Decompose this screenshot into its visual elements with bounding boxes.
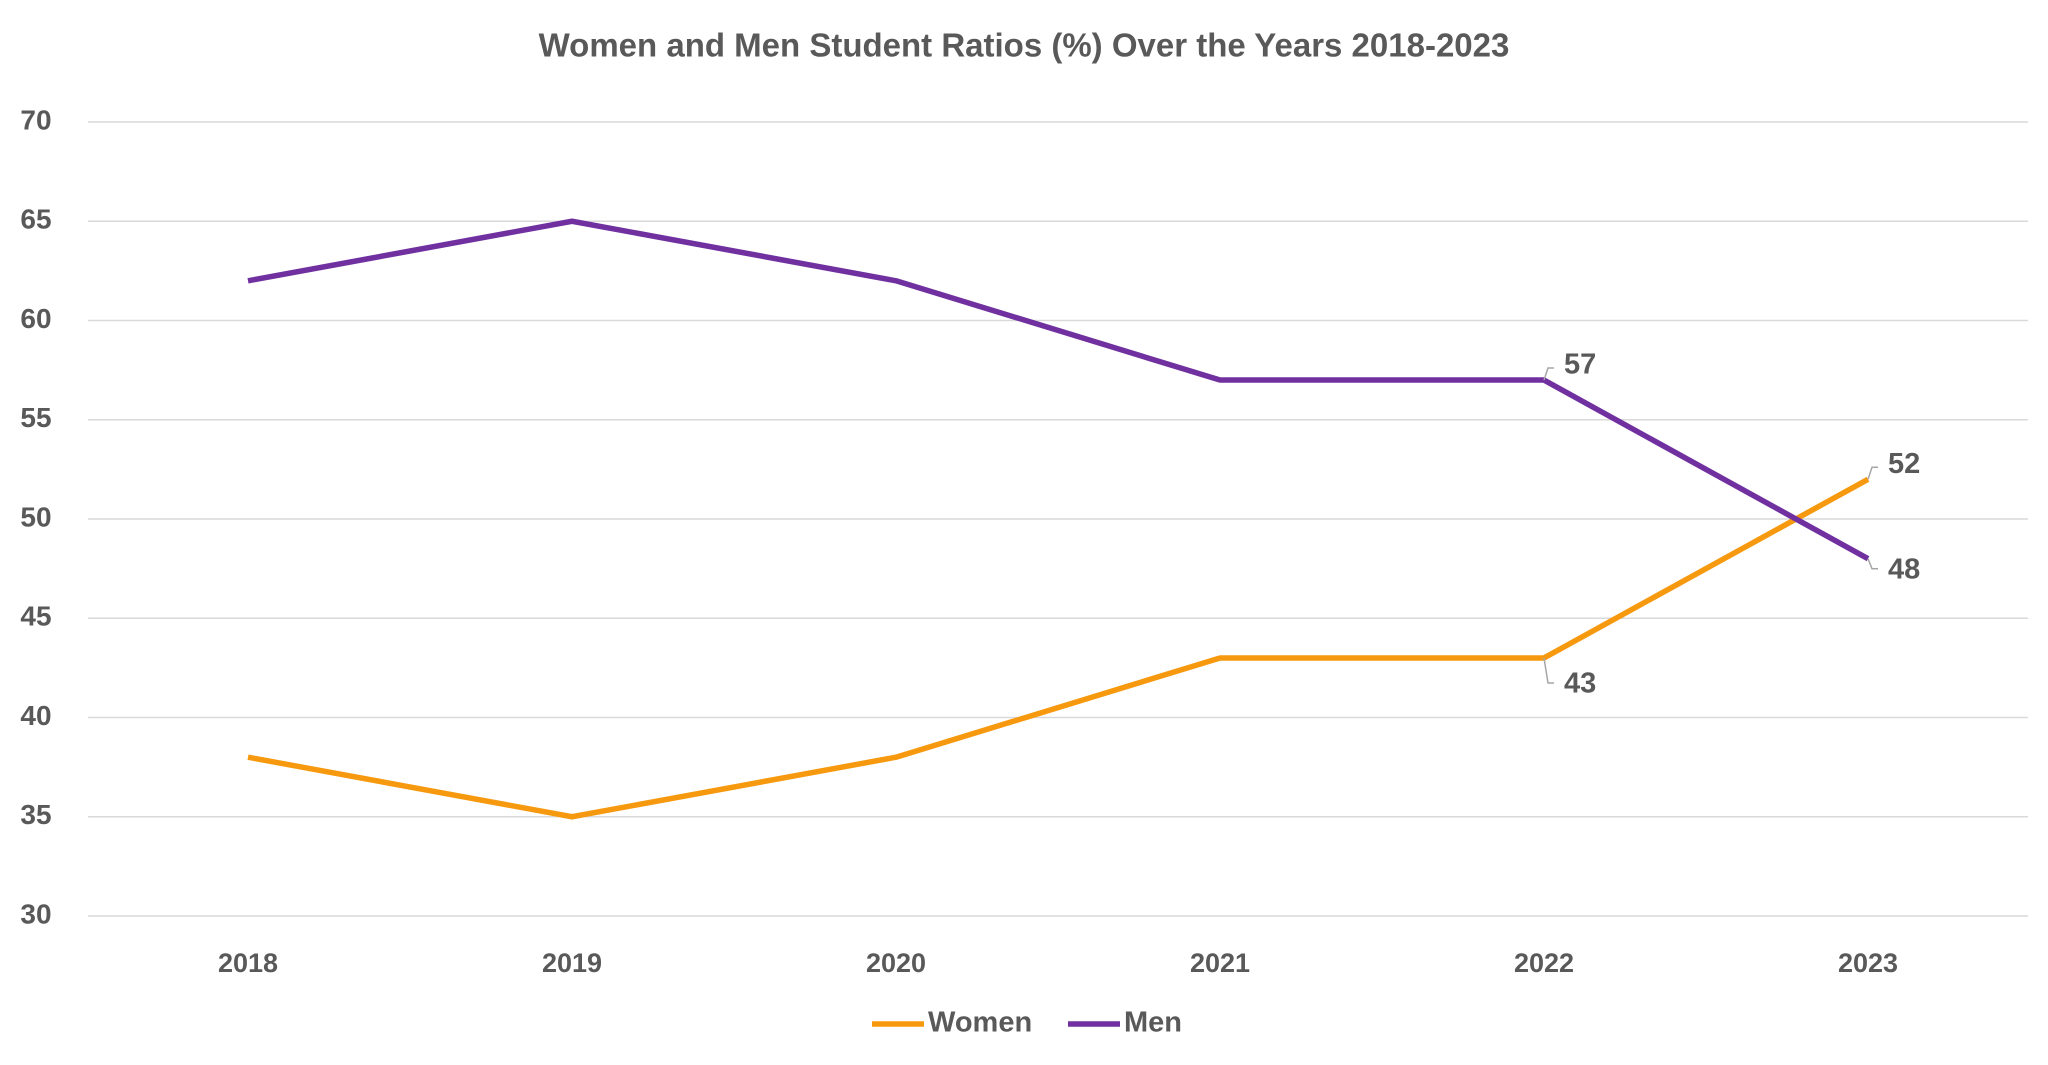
y-tick-label: 65 — [20, 204, 51, 235]
y-tick-label: 70 — [20, 104, 51, 135]
y-tick-label: 60 — [20, 303, 51, 334]
data-label: 48 — [1888, 553, 1920, 585]
label-leader — [1867, 466, 1878, 480]
y-tick-label: 50 — [20, 501, 51, 532]
line-series — [247, 476, 1870, 820]
y-tick-label: 55 — [20, 402, 51, 433]
label-leader — [1867, 558, 1878, 570]
x-tick-label: 2020 — [866, 948, 926, 978]
x-tick-label: 2018 — [218, 948, 278, 978]
x-tick-label: 2023 — [1838, 948, 1898, 978]
x-tick-label: 2022 — [1514, 948, 1574, 978]
label-leader — [1543, 657, 1554, 684]
data-label: 43 — [1564, 668, 1596, 700]
y-tick-label: 35 — [20, 799, 51, 830]
data-label: 52 — [1888, 448, 1920, 480]
label-leader — [1543, 367, 1554, 381]
x-tick-label: 2021 — [1190, 948, 1250, 978]
y-tick-label: 40 — [20, 700, 51, 731]
data-label: 57 — [1564, 349, 1596, 381]
y-tick-label: 30 — [20, 898, 51, 929]
legend-label: Women — [928, 1007, 1032, 1039]
x-tick-label: 2019 — [542, 948, 602, 978]
legend-label: Men — [1124, 1007, 1182, 1039]
chart-title: Women and Men Student Ratios (%) Over th… — [539, 27, 1510, 64]
line-series — [247, 218, 1870, 562]
y-tick-label: 45 — [20, 601, 51, 632]
